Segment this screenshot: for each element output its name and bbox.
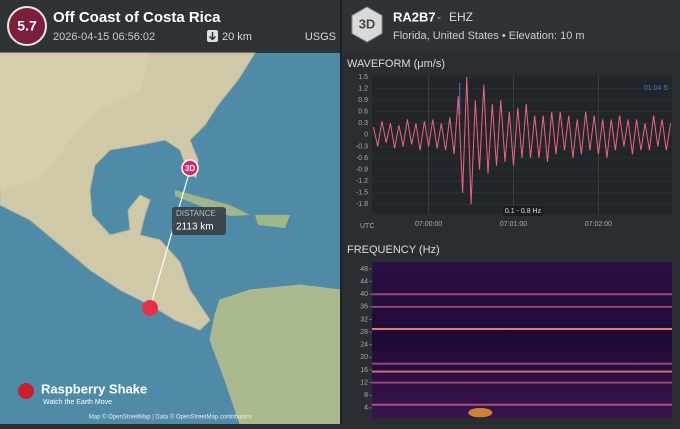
- y-tick-label: 1.2: [358, 85, 368, 92]
- station-badge-label: 3D: [359, 16, 376, 31]
- distance-label: DISTANCE: [176, 209, 216, 218]
- frequency-band: [372, 403, 672, 406]
- distance-box: [172, 207, 226, 235]
- event-depth: 20 km: [222, 31, 252, 43]
- event-header: [0, 0, 340, 53]
- y-tick-label: -0.9: [356, 166, 368, 173]
- distance-value: 2113 km: [176, 222, 214, 233]
- x-tick-label: 07:00:00: [415, 221, 442, 228]
- magnitude: 5.7: [17, 18, 37, 34]
- event-source: USGS: [305, 31, 336, 43]
- frequency-band: [372, 305, 672, 308]
- y-tick-label: 44: [360, 278, 368, 285]
- station-location: Florida, United States • Elevation: 10 m: [393, 30, 585, 42]
- magnitude-badge: [7, 6, 47, 46]
- y-tick-label: 20: [360, 354, 368, 361]
- y-tick-label: 0: [364, 132, 368, 139]
- frequency-band: [372, 381, 672, 384]
- station-code: RA2B7: [393, 9, 436, 24]
- y-tick-label: 8: [364, 392, 368, 399]
- marker-label: 01:04 S: [644, 85, 668, 92]
- station-header: [342, 0, 680, 53]
- chart-title: WAVEFORM (μm/s): [347, 58, 445, 70]
- logo-icon: [18, 383, 34, 399]
- waveform-line: [372, 76, 672, 205]
- station-marker-label: 3D: [185, 164, 195, 173]
- plot-area: [372, 262, 672, 418]
- station-badge: [351, 6, 383, 43]
- station-separator: -: [437, 10, 441, 24]
- y-tick-label: 12: [360, 379, 368, 386]
- frequency-band: [372, 327, 672, 330]
- filter-label: 0.1 - 0.8 Hz: [505, 208, 542, 215]
- map-land: [0, 53, 150, 190]
- station-channel: EHZ: [449, 10, 473, 24]
- x-tick-label: 07:02:00: [585, 221, 612, 228]
- distance-line: [149, 169, 191, 309]
- epicenter-marker[interactable]: [142, 300, 158, 316]
- map-attribution: Map © OpenStreetMap | Data © OpenStreetM…: [89, 414, 251, 421]
- event-time: 2026-04-15 06:56:02: [53, 31, 155, 43]
- x-tick-label: 07:01:00: [500, 221, 527, 228]
- waveform-chart: WAVEFORM (μm/s) 1.5 1.2 0.9 0.6 0.3 0 -0.3 -0.6 -…: [347, 58, 672, 230]
- y-tick-label: 16: [360, 367, 368, 374]
- y-tick-label: 0.6: [358, 109, 368, 116]
- frequency-band: [372, 293, 672, 296]
- y-tick-label: -1.8: [356, 201, 368, 208]
- y-tick-label: -0.3: [356, 143, 368, 150]
- y-tick-label: 24: [360, 342, 368, 349]
- map-land: [175, 190, 250, 216]
- y-tick-label: 28: [360, 329, 368, 336]
- y-tick-label: 0.3: [358, 120, 368, 127]
- depth-arrow: [208, 32, 217, 41]
- map-land: [255, 215, 290, 228]
- y-tick-label: 40: [360, 291, 368, 298]
- x-axis-label: UTC: [360, 223, 374, 230]
- chart-title: FREQUENCY (Hz): [347, 244, 440, 256]
- y-tick-label: 1.5: [358, 74, 368, 81]
- plot-area: [372, 75, 672, 214]
- frequency-band: [372, 370, 672, 373]
- y-tick-label: -1.5: [356, 190, 368, 197]
- y-tick-label: 4: [364, 405, 368, 412]
- filter-box: [503, 206, 543, 216]
- y-tick-label: -1.2: [356, 178, 368, 185]
- frequency-band: [372, 362, 672, 365]
- y-tick-label: 32: [360, 316, 368, 323]
- divider: [340, 0, 342, 424]
- station-marker[interactable]: [181, 159, 199, 177]
- logo-tagline: Watch the Earth Move: [43, 399, 112, 406]
- event-title: Off Coast of Costa Rica: [53, 9, 221, 26]
- y-tick-label: 0.9: [358, 97, 368, 104]
- y-tick-label: 36: [360, 304, 368, 311]
- logo-text: Raspberry Shake: [41, 381, 147, 396]
- y-tick-label: 48: [360, 266, 368, 273]
- y-tick-label: -0.6: [356, 155, 368, 162]
- energy-burst: [468, 407, 493, 418]
